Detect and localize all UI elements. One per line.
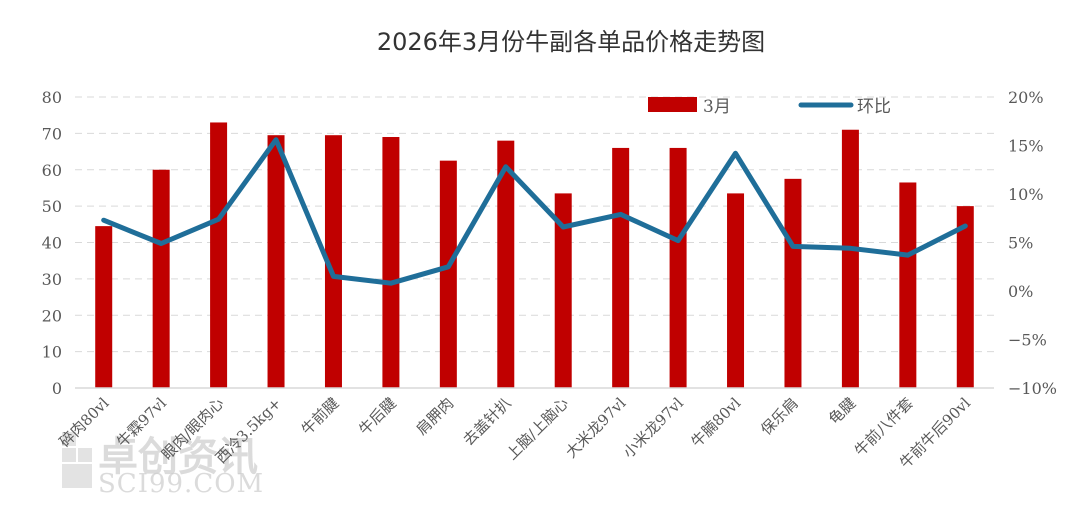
x-tick-label: 牛腩80vl (688, 394, 745, 451)
bar (554, 193, 572, 388)
bar (841, 129, 859, 389)
right-tick-label: −5% (1008, 331, 1047, 350)
right-tick-label: 10% (1008, 185, 1044, 204)
bar-series-3yue (95, 122, 974, 389)
legend-label-bar: 3月 (703, 97, 731, 117)
bar (267, 135, 285, 388)
bar (784, 178, 802, 388)
bar (899, 182, 917, 388)
x-tick-label: 牛后腱 (355, 394, 400, 439)
x-tick-label: 保乐肩 (757, 394, 802, 439)
x-tick-label: 上脑/上脑心 (503, 394, 572, 463)
bar (727, 193, 745, 388)
x-tick-label: 龟腱 (825, 394, 859, 428)
bar (210, 122, 228, 389)
right-tick-label: 5% (1008, 234, 1033, 253)
bar (324, 135, 342, 388)
x-tick-label: 牛前腱 (298, 394, 343, 439)
left-tick-label: 20 (42, 306, 62, 325)
legend-swatch-bar (648, 97, 697, 112)
x-tick-label: 小米龙97vl (619, 394, 687, 462)
line-series-huanbi (101, 137, 968, 286)
bar (95, 226, 113, 388)
right-tick-label: 0% (1008, 282, 1033, 301)
bar (497, 140, 515, 388)
x-tick-label: 大米龙97vl (562, 394, 630, 462)
x-tick-label: 去盖针扒 (459, 394, 514, 449)
x-tick-label: 肩胛肉 (413, 394, 458, 439)
chart-title: 2026年3月份牛副各单品价格走势图 (377, 28, 765, 56)
bar (382, 137, 400, 388)
left-tick-label: 70 (42, 124, 62, 143)
legend-label-line: 环比 (857, 97, 891, 117)
watermark-cn: 卓创资讯 (98, 434, 258, 480)
right-y-axis: −10% −5% 0% 5% 10% 15% 20% (1008, 88, 1057, 398)
left-tick-label: 30 (42, 270, 62, 289)
left-y-axis: 0 10 20 30 40 50 60 70 80 (42, 88, 62, 398)
watermark-en: SCI99.COM (98, 469, 264, 499)
bar (956, 206, 974, 388)
right-tick-label: 20% (1008, 88, 1044, 107)
right-tick-label: −10% (1008, 379, 1057, 398)
left-tick-label: 60 (42, 161, 62, 180)
left-tick-label: 40 (42, 234, 62, 253)
bar (612, 147, 630, 388)
bar (439, 160, 457, 388)
gridlines (75, 96, 994, 353)
left-tick-label: 50 (42, 197, 62, 216)
line-path (101, 137, 968, 286)
watermark: 卓创资讯 SCI99.COM (62, 432, 264, 499)
bar (669, 147, 687, 388)
left-tick-label: 0 (52, 379, 62, 398)
right-tick-label: 15% (1008, 137, 1044, 156)
bar (152, 169, 170, 388)
left-tick-label: 80 (42, 88, 62, 107)
left-tick-label: 10 (42, 343, 62, 362)
legend: 3月 环比 (648, 97, 891, 117)
